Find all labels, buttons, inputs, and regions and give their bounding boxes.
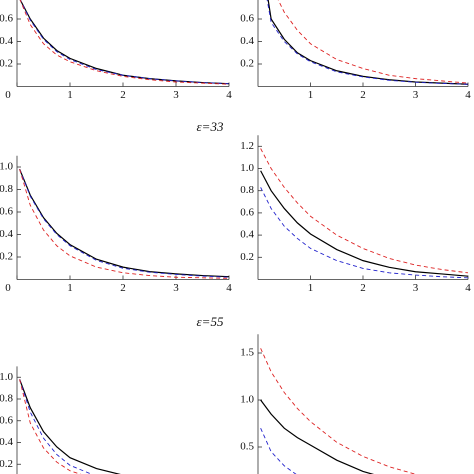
curve: [267, 0, 469, 85]
x-tick-label: 1: [308, 282, 314, 294]
curve: [260, 399, 375, 474]
x-tick-label: 1: [67, 89, 73, 101]
curve: [19, 379, 82, 474]
curve: [19, 379, 93, 474]
y-tick-label: 0.6: [0, 414, 14, 426]
y-tick-label: 0.4: [240, 35, 254, 47]
curve: [260, 187, 469, 279]
y-tick-label: 0.2: [240, 58, 254, 70]
y-tick-label: 1.0: [240, 162, 254, 174]
y-tick-label: 0.6: [0, 13, 14, 25]
x-tick-label: 2: [360, 89, 366, 101]
y-tick-label: 1.2: [240, 140, 254, 152]
curve: [19, 169, 230, 278]
y-tick-label: 1.0: [240, 394, 254, 406]
curve: [260, 428, 297, 474]
curve: [266, 0, 469, 85]
x-tick-label: 0: [5, 89, 11, 101]
y-tick-label: 1.0: [0, 371, 14, 383]
x-tick-label: 3: [413, 89, 419, 101]
curve: [260, 148, 469, 274]
curve: [260, 348, 417, 474]
y-tick-label: 1.0: [0, 161, 14, 173]
x-tick-label: 3: [173, 282, 179, 294]
curve: [19, 0, 230, 85]
curve: [260, 170, 469, 277]
y-tick-label: 0.8: [0, 393, 14, 405]
x-tick-label: 3: [173, 89, 179, 101]
y-tick-label: 0.8: [0, 183, 14, 195]
y-tick-label: 0.4: [0, 35, 14, 47]
x-tick-label: 2: [360, 282, 366, 294]
x-tick-label: 2: [120, 282, 126, 294]
y-tick-label: 0.2: [0, 58, 13, 70]
x-tick-label: 4: [465, 282, 471, 294]
y-tick-label: 0.2: [240, 251, 254, 263]
x-tick-label: 4: [465, 89, 471, 101]
x-tick-label: 1: [67, 282, 73, 294]
x-tick-label: 4: [226, 282, 232, 294]
x-tick-label: 1: [308, 89, 314, 101]
y-tick-label: 0.4: [0, 436, 14, 448]
x-tick-label: 3: [413, 282, 419, 294]
y-tick-label: 0.4: [240, 229, 254, 241]
curve: [19, 0, 230, 85]
y-tick-label: 1.5: [240, 347, 254, 359]
curve: [19, 169, 230, 278]
y-tick-label: 0.8: [240, 184, 254, 196]
panel-title: ε=33: [197, 119, 224, 134]
x-tick-label: 0: [5, 282, 11, 294]
y-tick-label: 0.6: [240, 13, 254, 25]
curve: [277, 0, 469, 84]
y-tick-label: 0.4: [0, 228, 14, 240]
y-tick-label: 0.6: [240, 206, 254, 218]
y-tick-label: 0.5: [240, 441, 254, 453]
panel-title: ε=55: [197, 314, 224, 329]
y-tick-label: 0.2: [0, 458, 13, 470]
x-tick-label: 2: [120, 89, 126, 101]
curve: [19, 0, 230, 85]
x-tick-label: 4: [226, 89, 232, 101]
curve: [19, 379, 121, 474]
y-tick-label: 0.6: [0, 206, 14, 218]
y-tick-label: 0.2: [0, 251, 13, 263]
curve: [19, 169, 230, 279]
